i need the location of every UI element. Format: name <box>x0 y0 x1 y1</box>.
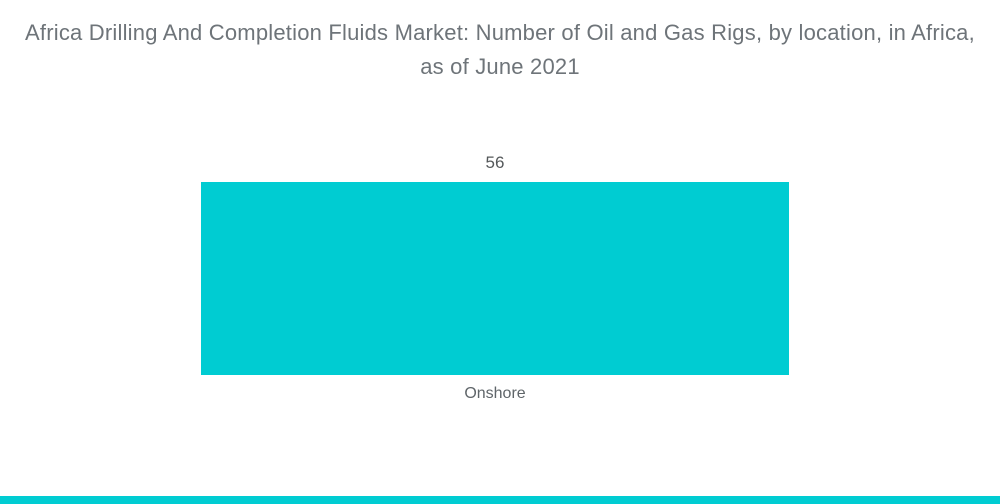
bar-value-label: 56 <box>485 153 505 172</box>
footer-accent-bar <box>0 496 1000 504</box>
bar-onshore <box>201 182 789 375</box>
chart-title: Africa Drilling And Completion Fluids Ma… <box>25 20 975 79</box>
x-axis-category-label: Onshore <box>464 385 526 402</box>
